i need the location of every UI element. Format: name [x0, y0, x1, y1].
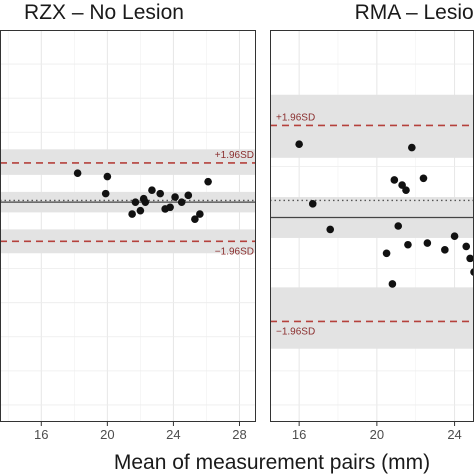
x-tick-label: 16 — [34, 427, 48, 442]
band-upper-sd — [0, 149, 256, 175]
data-point — [204, 177, 212, 186]
data-point — [73, 169, 82, 177]
panel-title: RZX – No Lesion — [24, 1, 184, 24]
data-point — [177, 198, 186, 206]
plot-background — [0, 30, 256, 422]
panel-rzx-no-lesion: +1.96SD −1.96SD RZX – No Lesion 16 20 24 28 — [0, 1, 256, 442]
data-point — [382, 249, 391, 258]
data-point — [184, 191, 193, 200]
plot-area: +1.96SD −1.96SD — [0, 30, 256, 422]
x-tick-label: 16 — [292, 427, 306, 442]
x-tick-label: 20 — [100, 427, 114, 442]
lower-sd-label: −1.96SD — [276, 326, 315, 337]
data-point — [141, 198, 150, 206]
data-point — [402, 186, 410, 195]
data-point — [166, 203, 174, 212]
data-point — [394, 222, 403, 230]
band-lower-sd — [0, 229, 256, 254]
band-lower-sd — [270, 287, 474, 349]
data-point — [308, 200, 317, 208]
plot-area: +1.96SD −1.96SD — [270, 30, 474, 422]
data-point — [128, 210, 136, 218]
data-point — [191, 215, 199, 223]
data-point — [171, 193, 179, 201]
x-tick-label: 28 — [232, 427, 246, 442]
upper-sd-label: +1.96SD — [215, 150, 254, 161]
data-point — [101, 189, 110, 198]
data-point — [404, 240, 412, 249]
data-point — [466, 254, 474, 263]
upper-sd-label: +1.96SD — [276, 112, 315, 123]
data-point — [388, 280, 397, 288]
data-point — [136, 206, 145, 215]
data-point — [423, 239, 432, 247]
lower-sd-label: −1.96SD — [215, 246, 254, 257]
data-point — [419, 174, 428, 183]
data-point — [295, 140, 303, 148]
data-point — [408, 143, 416, 152]
x-tick-label: 24 — [166, 427, 180, 442]
panel-rma-lesion: +1.96SD −1.96SD RMA – Lesion 16 20 24 — [270, 1, 474, 442]
data-point — [196, 210, 204, 218]
data-point — [326, 225, 335, 234]
x-tick-label: 24 — [447, 427, 461, 442]
data-point — [156, 189, 165, 198]
data-point — [390, 176, 399, 184]
panel-title: RMA – Lesion — [355, 1, 474, 24]
x-axis-title: Mean of measurement pairs (mm) — [114, 451, 430, 474]
data-point — [450, 232, 459, 241]
data-point — [462, 242, 471, 251]
data-point — [148, 186, 156, 195]
data-point — [441, 246, 449, 254]
panel-border — [0, 30, 256, 422]
band-upper-sd — [270, 94, 474, 158]
data-point — [131, 198, 140, 206]
data-point — [103, 172, 112, 181]
x-tick-label: 20 — [370, 427, 384, 442]
